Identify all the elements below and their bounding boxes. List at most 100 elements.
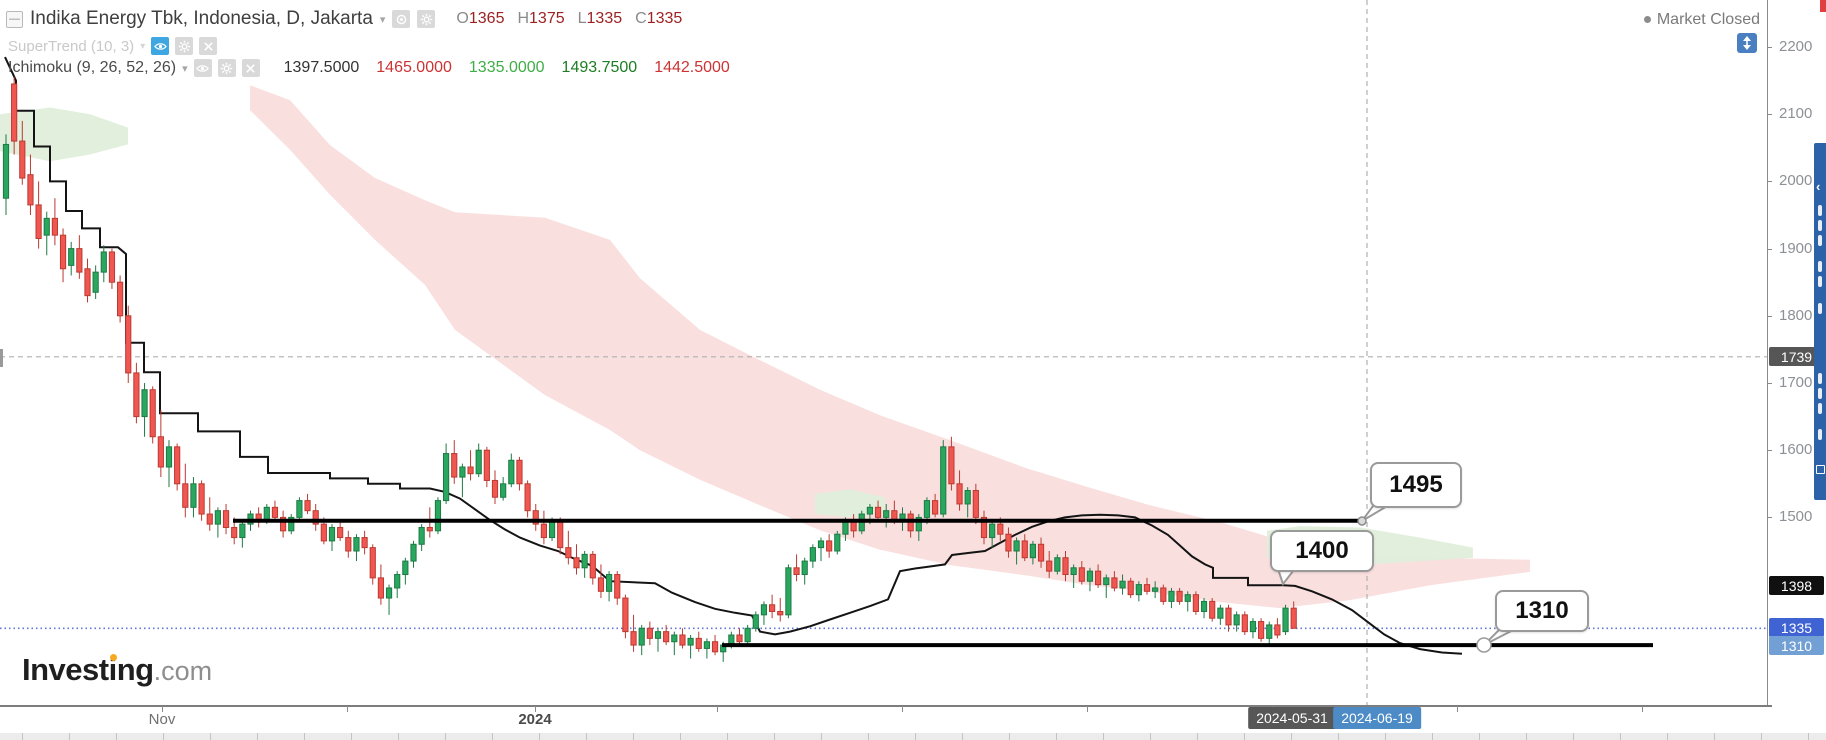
visibility-icon[interactable] <box>392 10 411 28</box>
indicator-value: 1397.5000 <box>283 59 360 76</box>
candle-body <box>630 631 637 646</box>
time-axis-tick <box>162 706 163 712</box>
candle-body <box>467 466 474 475</box>
price-axis-tick <box>1767 517 1772 518</box>
candle-body <box>68 248 75 266</box>
candle-body <box>1241 614 1248 633</box>
candle-body <box>524 483 531 512</box>
candle-body <box>972 490 979 518</box>
eye-icon[interactable] <box>151 37 170 55</box>
symbol-title[interactable]: Indika Energy Tbk, Indonesia, D, Jakarta <box>30 8 373 29</box>
chevron-down-icon[interactable]: ▾ <box>182 62 188 75</box>
low-value: 1335 <box>586 10 623 27</box>
indicator-value: 1493.7500 <box>561 59 638 76</box>
candle-body <box>263 506 270 522</box>
time-axis-tick <box>347 706 348 712</box>
strip-tick <box>304 733 305 740</box>
price-axis-label: 2000 <box>1779 172 1813 189</box>
time-axis-tick <box>1642 706 1643 712</box>
side-panel-tab[interactable]: ‹ <box>1814 143 1826 500</box>
indicator-value: 1335.0000 <box>468 59 545 76</box>
candle-body <box>989 523 996 539</box>
eye-icon[interactable] <box>193 59 212 77</box>
candle-body <box>377 577 384 599</box>
candle-body <box>646 627 653 639</box>
ichimoku-values: 1397.5000 1465.0000 1335.0000 1493.7500 1442… <box>284 59 730 77</box>
price-callout-1400[interactable]: 1400 <box>1270 530 1374 572</box>
candle-body <box>769 604 776 612</box>
candle-body <box>1111 577 1118 589</box>
time-axis-label: Nov <box>148 711 176 728</box>
auto-fit-icon[interactable] <box>1737 33 1757 53</box>
candle-body <box>214 510 222 525</box>
candle-body <box>548 520 556 539</box>
close-icon[interactable] <box>199 37 218 55</box>
open-value: 1365 <box>468 10 505 27</box>
ohlc-values: O1365 H1375 L1335 C1335 <box>456 10 682 28</box>
strip-tick <box>586 733 587 740</box>
time-axis-tick <box>1087 706 1088 712</box>
strip-tick <box>1761 733 1762 740</box>
time-axis-badge-2024-05-31: 2024-05-31 <box>1248 707 1336 729</box>
price-axis-tick <box>1767 249 1772 250</box>
close-label: C <box>635 10 647 27</box>
candle-body <box>1266 624 1273 639</box>
candle-body <box>157 436 164 468</box>
strip-tick <box>727 733 728 740</box>
candle-body <box>426 526 433 532</box>
collapse-legend-icon[interactable]: — <box>6 10 23 28</box>
candle-body <box>1258 621 1265 639</box>
candle-body <box>923 500 931 518</box>
price-axis-badge-1310: 1310 <box>1769 636 1824 655</box>
candle-body <box>1013 540 1020 552</box>
price-callout-1310[interactable]: 1310 <box>1495 590 1589 632</box>
candle-body <box>1249 621 1257 633</box>
candle-body <box>581 553 588 569</box>
indicator-row-ichimoku: Ichimoku (9, 26, 52, 26) ▾ 1397.5000 1465… <box>8 59 730 77</box>
candle-body <box>92 271 99 293</box>
gear-icon[interactable] <box>417 10 436 28</box>
chevron-down-icon[interactable]: ▾ <box>379 13 386 26</box>
candle-body <box>1233 614 1240 626</box>
price-callout-1495[interactable]: 1495 <box>1370 462 1462 508</box>
candle-body <box>1135 584 1142 596</box>
candle-body <box>76 248 83 273</box>
strip-tick <box>1244 733 1245 740</box>
gear-icon[interactable] <box>217 59 236 77</box>
candle-body <box>43 217 50 236</box>
candle-body <box>516 459 523 485</box>
candle-body <box>1184 594 1191 602</box>
candle-body <box>744 627 751 643</box>
close-icon[interactable] <box>241 59 260 77</box>
candle-body <box>736 634 743 643</box>
candle-body <box>1086 570 1094 582</box>
bottom-scroll-strip[interactable] <box>0 733 1826 740</box>
price-axis[interactable] <box>1767 0 1768 705</box>
candle-body <box>1225 607 1232 626</box>
candle-body <box>337 526 344 539</box>
candle-body <box>948 446 955 485</box>
chevron-down-icon[interactable]: ▾ <box>140 40 146 52</box>
gear-icon[interactable] <box>175 37 194 55</box>
strip-tick <box>1432 733 1433 740</box>
candle-body <box>557 520 564 549</box>
candle-body <box>239 523 246 539</box>
candle-body <box>1054 557 1061 572</box>
price-axis-tick <box>1767 450 1772 451</box>
indicator-name[interactable]: SuperTrend (10, 3) <box>8 37 135 55</box>
strip-tick <box>774 733 775 740</box>
candle-body <box>817 540 825 549</box>
candle-body <box>271 506 279 518</box>
candle-body <box>125 315 132 374</box>
strip-tick <box>22 733 23 740</box>
supertrend-line <box>4 56 1463 655</box>
candle-body <box>451 453 458 478</box>
candle-body <box>1200 600 1208 612</box>
indicator-name[interactable]: Ichimoku (9, 26, 52, 26) <box>8 59 177 76</box>
price-axis-label: 2100 <box>1779 105 1813 122</box>
candle-body <box>532 510 539 525</box>
candle-body <box>443 453 450 502</box>
time-axis[interactable] <box>0 705 1772 707</box>
candle-body <box>59 234 67 270</box>
candle-body <box>1217 607 1224 619</box>
